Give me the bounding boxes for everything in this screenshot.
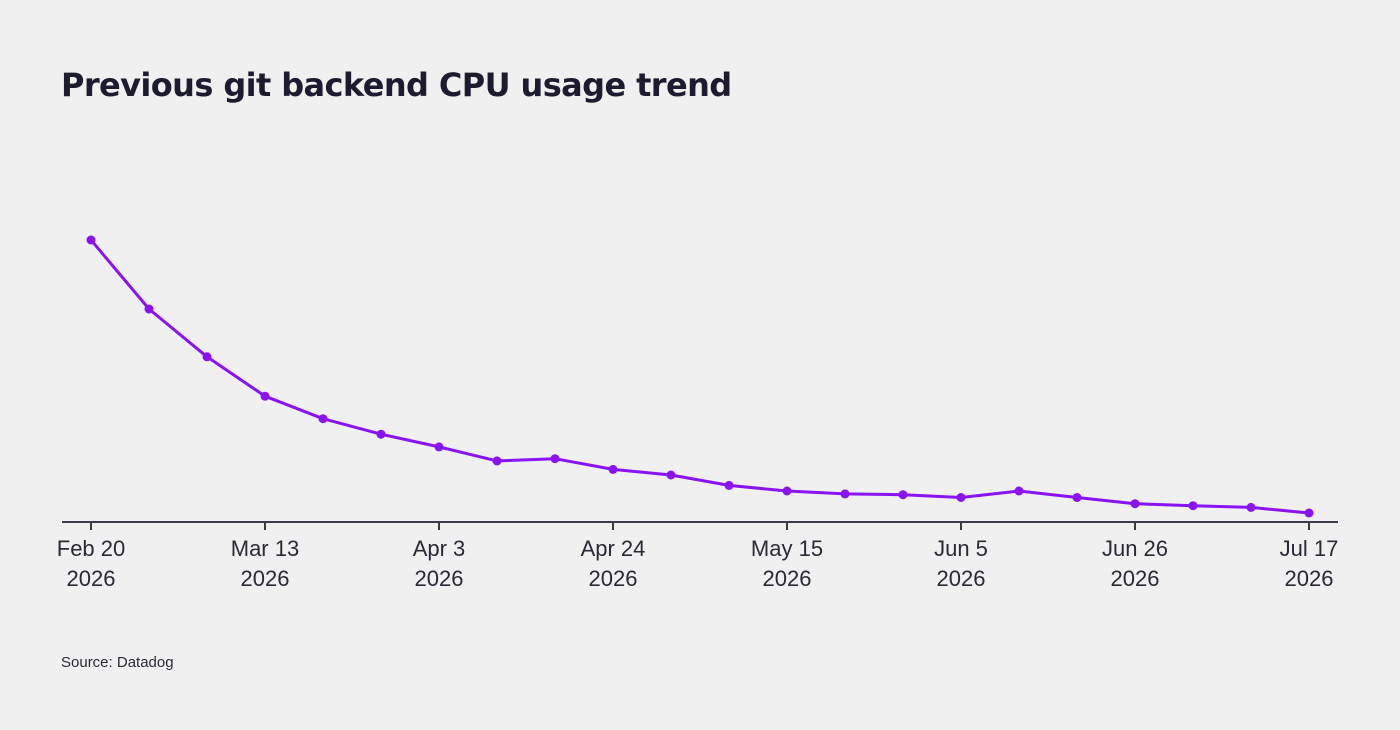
x-tick-year-label: 2026: [415, 566, 464, 591]
data-point: [376, 429, 386, 439]
x-tick-label: Jun 5: [934, 536, 988, 561]
data-point: [144, 304, 154, 314]
chart-title: Previous git backend CPU usage trend: [61, 66, 732, 104]
x-tick-label: Mar 13: [231, 536, 299, 561]
data-point: [956, 493, 966, 502]
x-axis: Feb 20 2026 Mar 13 2026 Apr 3 2026 Apr 24 2026 M…: [57, 521, 1339, 591]
x-tick-year-label: 2026: [763, 566, 812, 591]
x-tick-year-label: 2026: [1285, 566, 1334, 591]
x-tick-label: May 15: [751, 536, 823, 561]
data-point: [1130, 499, 1140, 509]
data-point: [666, 470, 676, 480]
x-tick-label: Jul 17: [1280, 536, 1339, 561]
data-point: [1072, 493, 1082, 502]
x-tick-label: Apr 3: [413, 536, 466, 561]
x-tick-year-label: 2026: [589, 566, 638, 591]
data-point: [202, 352, 212, 362]
data-point: [840, 489, 850, 499]
x-tick-year-label: 2026: [1111, 566, 1160, 591]
data-point: [608, 464, 618, 474]
data-point: [318, 414, 328, 424]
source-note: Source: Datadog: [61, 654, 174, 671]
data-point: [492, 456, 502, 466]
x-tick-label: Jun 26: [1102, 536, 1168, 561]
data-point: [782, 486, 792, 496]
data-point: [724, 480, 734, 490]
data-point: [1014, 486, 1024, 496]
x-tick-year-label: 2026: [241, 566, 290, 591]
x-tick-year-label: 2026: [937, 566, 986, 591]
data-point: [1304, 508, 1314, 518]
series-layer: [86, 235, 1314, 518]
data-point: [86, 235, 96, 245]
data-point: [550, 454, 560, 464]
x-tick-label: Feb 20: [57, 536, 126, 561]
data-point: [1246, 502, 1256, 512]
data-point: [260, 391, 270, 401]
x-tick-label: Apr 24: [581, 536, 646, 561]
data-point: [434, 442, 444, 452]
data-point: [898, 490, 908, 500]
data-point: [1188, 501, 1198, 511]
series-line: [89, 238, 1311, 515]
x-tick-year-label: 2026: [67, 566, 116, 591]
